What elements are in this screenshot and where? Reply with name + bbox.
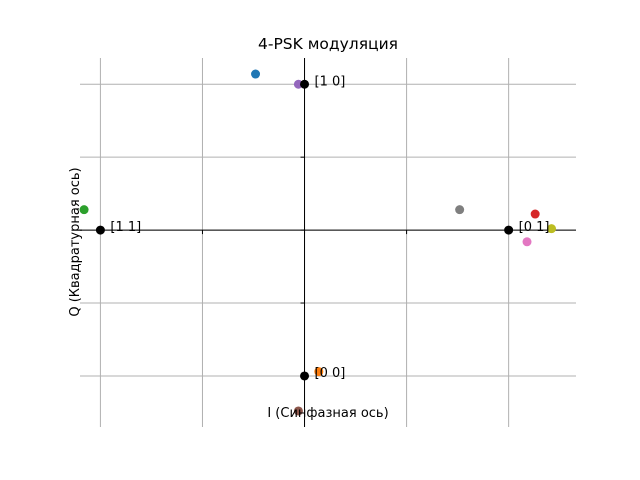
constellation-point <box>504 225 514 235</box>
constellation-point <box>300 79 310 89</box>
received-point <box>522 237 532 247</box>
received-point <box>547 224 557 234</box>
received-points <box>79 69 557 416</box>
constellation-point <box>300 371 310 381</box>
x-axis-label: I (Синфазная ось) <box>267 406 388 421</box>
received-point <box>530 209 540 219</box>
chart-title: 4-PSK модуляция <box>258 35 398 53</box>
received-point <box>79 205 89 215</box>
received-point <box>293 406 303 416</box>
received-point <box>251 69 261 79</box>
point-labels: [1 0] [1 1] [0 0] [0 1] <box>110 74 549 381</box>
constellation-points <box>95 79 514 381</box>
constellation-point <box>95 225 105 235</box>
received-point <box>314 367 324 377</box>
received-point <box>455 205 465 215</box>
constellation-label: [1 0] <box>315 74 346 89</box>
y-axis-label: Q (Квадратурная ось) <box>68 167 83 316</box>
constellation-label: [0 0] <box>315 366 346 381</box>
constellation-label: [1 1] <box>110 220 141 235</box>
constellation-label: [0 1] <box>519 220 550 235</box>
